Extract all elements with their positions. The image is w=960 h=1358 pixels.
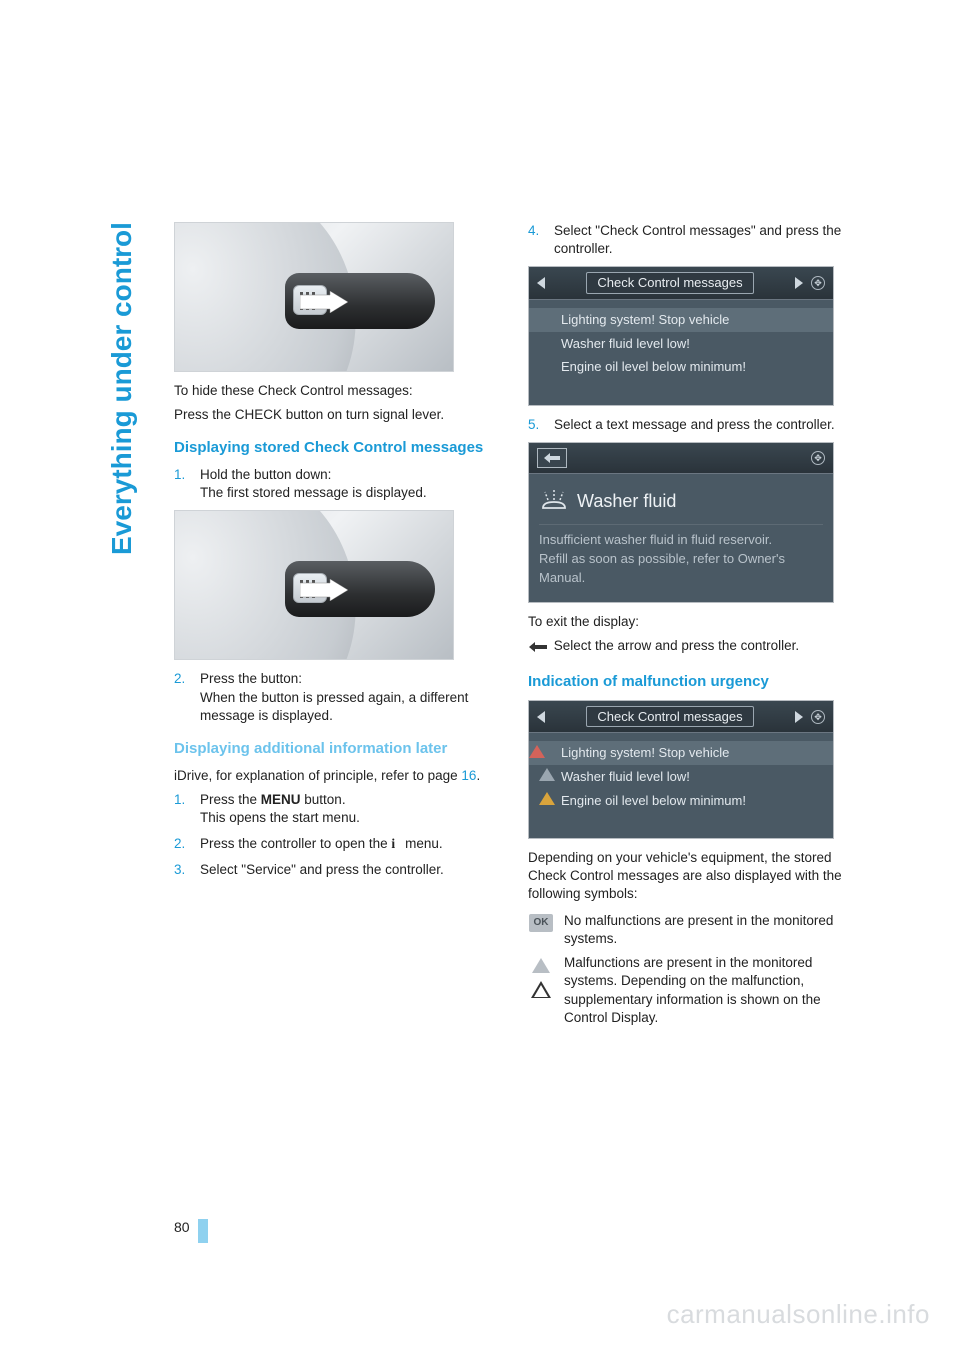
step-number: 1. <box>174 466 185 484</box>
warning-triangle-yellow-icon <box>539 792 555 806</box>
step-text: The first stored message is displayed. <box>200 485 427 500</box>
step-number: 2. <box>174 835 185 853</box>
step-4: 4. Select "Check Control messages" and p… <box>528 222 854 258</box>
heading-malfunction-urgency: Indication of malfunction urgency <box>528 672 854 692</box>
warning-triangle-gray-icon <box>539 768 555 782</box>
back-icon <box>537 448 567 468</box>
step-text: Press the button: <box>200 671 302 686</box>
screen-list-item: Engine oil level below minimum! <box>539 789 823 813</box>
page-ref-link[interactable]: 16 <box>461 768 476 783</box>
hide-msg-text-2: Press the CHECK button on turn signal le… <box>174 406 500 424</box>
step-number: 2. <box>174 670 185 688</box>
step-text: button. <box>301 792 346 807</box>
step-1: 1. Hold the button down: The first store… <box>174 466 500 502</box>
symbol-explanation-malfunction: Malfunctions are present in the monitore… <box>528 954 854 1027</box>
controller-knob-icon: ✥ <box>811 710 825 724</box>
screen-header: Check Control messages ✥ <box>529 701 833 734</box>
screen-list-item: Washer fluid level low! <box>539 332 823 356</box>
symbol-explanation-ok: OK No malfunctions are present in the mo… <box>528 912 854 948</box>
idrive-screen-check-control-2: Check Control messages ✥ Lighting system… <box>528 700 834 839</box>
idrive-text-end: . <box>476 768 480 783</box>
page-number: 80 <box>174 1219 190 1235</box>
screen-title: Check Control messages <box>553 272 787 294</box>
left-column: To hide these Check Control messages: Pr… <box>174 222 500 1033</box>
step-5: 5. Select a text message and press the c… <box>528 416 854 434</box>
screen-list-item: Washer fluid level low! <box>539 765 823 789</box>
depending-text: Depending on your vehicle's equipment, t… <box>528 849 854 904</box>
back-arrow-icon <box>528 640 548 658</box>
controller-knob-icon: ✥ <box>811 451 825 465</box>
step-number: 4. <box>528 222 539 240</box>
washer-title: Washer fluid <box>577 489 676 513</box>
right-steps-5: 5. Select a text message and press the c… <box>528 416 854 434</box>
watermark: carmanualsonline.info <box>667 1299 930 1330</box>
hide-msg-text-1: To hide these Check Control messages: <box>174 382 500 400</box>
page-number-mark <box>198 1219 208 1243</box>
content-columns: To hide these Check Control messages: Pr… <box>174 222 854 1033</box>
screen-list-item: Engine oil level below minimum! <box>539 355 823 379</box>
step-text: When the button is pressed again, a diff… <box>200 690 468 723</box>
arrow-icon <box>300 291 348 313</box>
manual-page: Everything under control To hide these C… <box>0 0 960 1358</box>
info-icon: i <box>391 835 401 853</box>
step-text: Press the <box>200 792 261 807</box>
stored-steps-2: 2. Press the button: When the button is … <box>174 670 500 725</box>
step-text: Press the controller to open the <box>200 836 391 851</box>
screen-body: Lighting system! Stop vehicle Washer flu… <box>529 733 833 838</box>
nav-right-icon <box>795 277 803 289</box>
section-label: Everything under control <box>106 222 138 555</box>
step-2: 2. Press the controller to open the i me… <box>174 835 500 853</box>
arrow-icon <box>300 579 348 601</box>
washer-title-row: Washer fluid <box>539 482 823 526</box>
screen-list-item: Lighting system! Stop vehicle <box>529 308 833 332</box>
warning-triangle-gray-icon <box>530 956 552 974</box>
heading-stored-messages: Displaying stored Check Control messages <box>174 438 500 458</box>
step-number: 5. <box>528 416 539 434</box>
stored-steps-1: 1. Hold the button down: The first store… <box>174 466 500 502</box>
exit-display-text: To exit the display: <box>528 613 854 631</box>
idrive-screen-washer-fluid: ✥ Washer fluid Insufficient washer <box>528 442 834 603</box>
ok-badge-icon: OK <box>529 914 553 932</box>
controller-knob-icon: ✥ <box>811 276 825 290</box>
right-column: 4. Select "Check Control messages" and p… <box>528 222 854 1033</box>
idrive-ref: iDrive, for explanation of principle, re… <box>174 767 500 785</box>
additional-steps: 1. Press the MENU button. This opens the… <box>174 791 500 880</box>
screen-body: Lighting system! Stop vehicle Washer flu… <box>529 300 833 405</box>
step-number: 1. <box>174 791 185 809</box>
idrive-screen-check-control-1: Check Control messages ✥ Lighting system… <box>528 266 834 405</box>
screen-body: Washer fluid Insufficient washer fluid i… <box>529 474 833 602</box>
turn-signal-lever-figure-1 <box>174 222 454 372</box>
step-text: Select a text message and press the cont… <box>554 417 835 432</box>
nav-left-icon <box>537 277 545 289</box>
screen-list-item: Lighting system! Stop vehicle <box>529 741 833 765</box>
warning-triangle-red-icon <box>529 744 545 758</box>
step-text: Hold the button down: <box>200 467 331 482</box>
heading-additional-info: Displaying additional information later <box>174 739 500 759</box>
turn-signal-lever-figure-2 <box>174 510 454 660</box>
step-text: menu. <box>401 836 442 851</box>
step-text: Select "Check Control messages" and pres… <box>554 223 841 256</box>
menu-button-label: MENU <box>261 792 301 807</box>
screen-title: Check Control messages <box>553 706 787 728</box>
step-1: 1. Press the MENU button. This opens the… <box>174 791 500 827</box>
washer-fluid-icon <box>539 486 569 517</box>
screen-header: Check Control messages ✥ <box>529 267 833 300</box>
warning-triangle-outline-icon <box>530 980 552 998</box>
exit-display-instruction: Select the arrow and press the controlle… <box>528 637 854 658</box>
symbol-text: No malfunctions are present in the monit… <box>564 912 854 948</box>
symbol-text: Malfunctions are present in the monitore… <box>564 954 854 1027</box>
step-text: This opens the start menu. <box>200 810 360 825</box>
step-text: Select "Service" and press the controlle… <box>200 862 444 877</box>
nav-right-icon <box>795 711 803 723</box>
idrive-text: iDrive, for explanation of principle, re… <box>174 768 461 783</box>
nav-left-icon <box>537 711 545 723</box>
screen-body-text: Insufficient washer fluid in fluid reser… <box>539 531 823 588</box>
right-steps-4: 4. Select "Check Control messages" and p… <box>528 222 854 258</box>
screen-header: ✥ <box>529 443 833 474</box>
step-3: 3. Select "Service" and press the contro… <box>174 861 500 879</box>
step-2: 2. Press the button: When the button is … <box>174 670 500 725</box>
step-number: 3. <box>174 861 185 879</box>
